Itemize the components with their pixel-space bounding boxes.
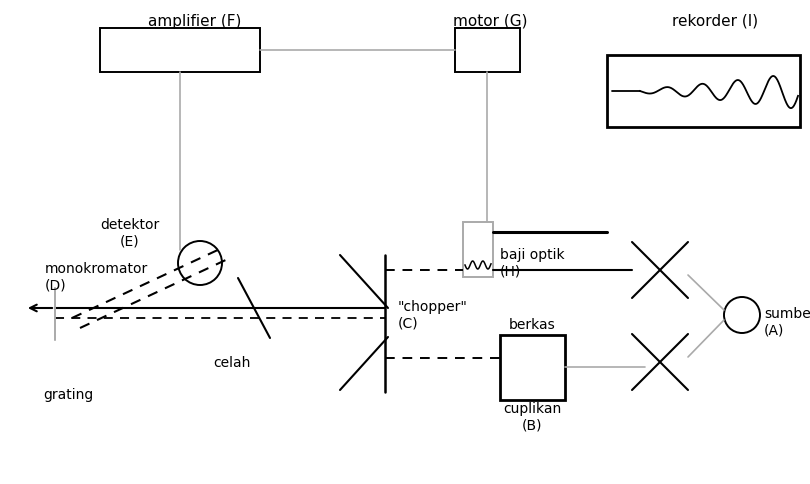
Text: amplifier (F): amplifier (F) [148, 14, 241, 29]
Bar [455, 28, 520, 72]
Text: grating: grating [43, 388, 93, 402]
Bar [500, 335, 565, 400]
Text: detektor
(E): detektor (E) [100, 218, 160, 248]
Text: monokromator
(D): monokromator (D) [45, 262, 148, 292]
Bar [463, 222, 493, 277]
Text: celah: celah [213, 356, 250, 370]
Text: "chopper"
(C): "chopper" (C) [398, 300, 468, 330]
Text: motor (G): motor (G) [453, 14, 527, 29]
Text: rekorder (I): rekorder (I) [672, 14, 758, 29]
Bar [100, 28, 260, 72]
Text: berkas: berkas [509, 318, 556, 332]
Text: cuplikan
(B): cuplikan (B) [503, 402, 561, 432]
Text: sumber
(A): sumber (A) [764, 307, 810, 337]
Circle shape [178, 241, 222, 285]
Text: baji optik
(H): baji optik (H) [500, 248, 565, 278]
Bar [607, 55, 800, 127]
Circle shape [724, 297, 760, 333]
